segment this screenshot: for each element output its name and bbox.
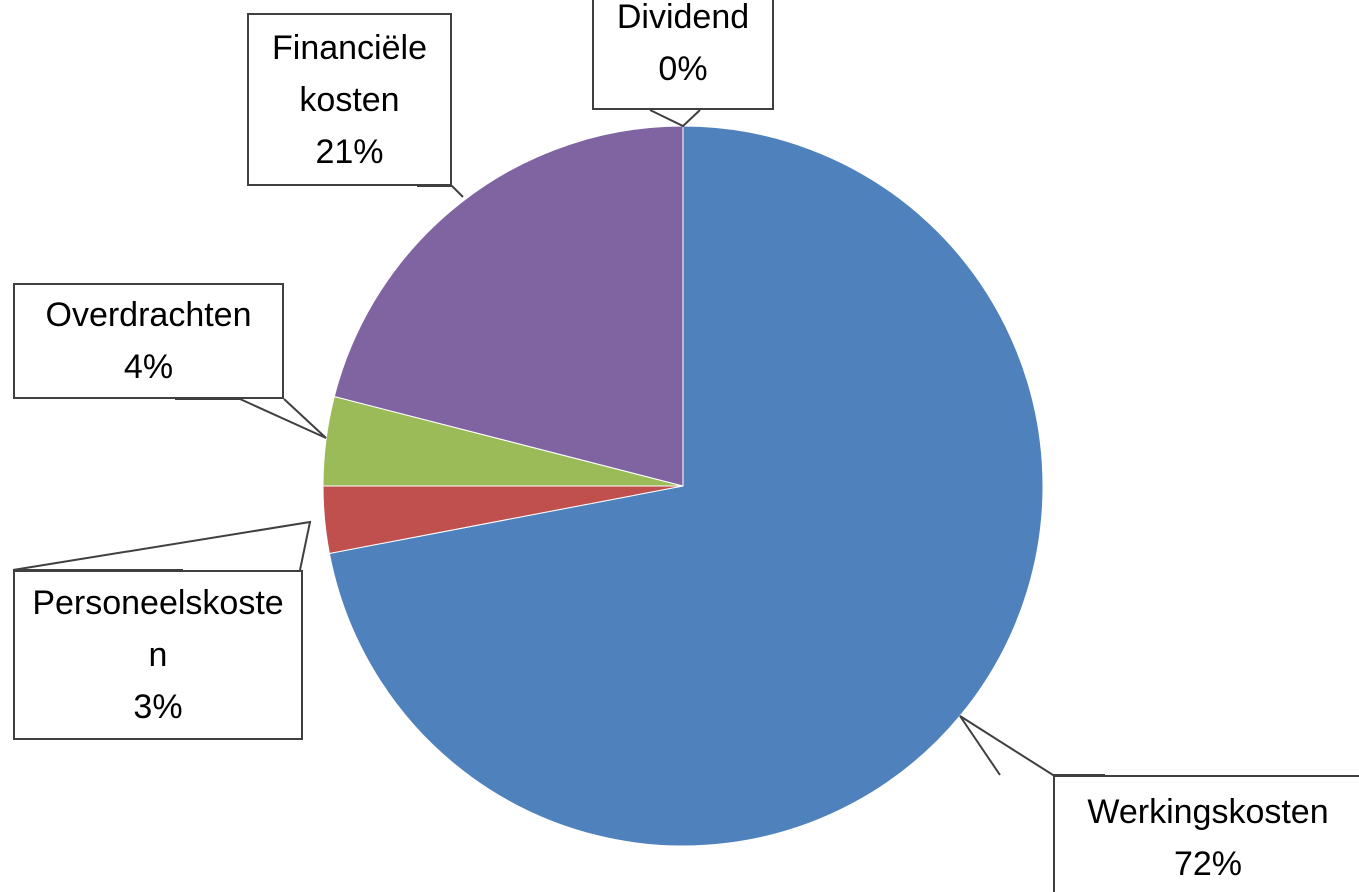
pie-slice	[333, 125, 684, 487]
leader-line	[175, 398, 327, 439]
value-label: 72%	[1173, 844, 1243, 883]
data-label: Financiële kosten 21%	[247, 13, 452, 186]
leader-line	[12, 520, 312, 571]
leader-line	[959, 715, 1105, 776]
data-label: Overdrachten 4%	[13, 283, 284, 399]
category-label: Dividend	[616, 0, 750, 36]
category-label: Personeelskosten	[32, 584, 284, 674]
value-label: 0%	[658, 49, 708, 88]
leader-line	[417, 185, 464, 198]
leader-line	[649, 109, 701, 128]
data-label: Dividend 0%	[592, 0, 774, 110]
data-label: Werkingskosten 72%	[1053, 775, 1359, 892]
data-label: Personeelskosten 3%	[13, 570, 303, 740]
category-label: Financiële kosten	[272, 28, 427, 119]
value-label: 21%	[315, 132, 384, 171]
value-label: 3%	[133, 688, 183, 726]
category-label: Overdrachten	[45, 296, 252, 334]
value-label: 4%	[123, 348, 174, 386]
category-label: Werkingskosten	[1087, 792, 1329, 831]
